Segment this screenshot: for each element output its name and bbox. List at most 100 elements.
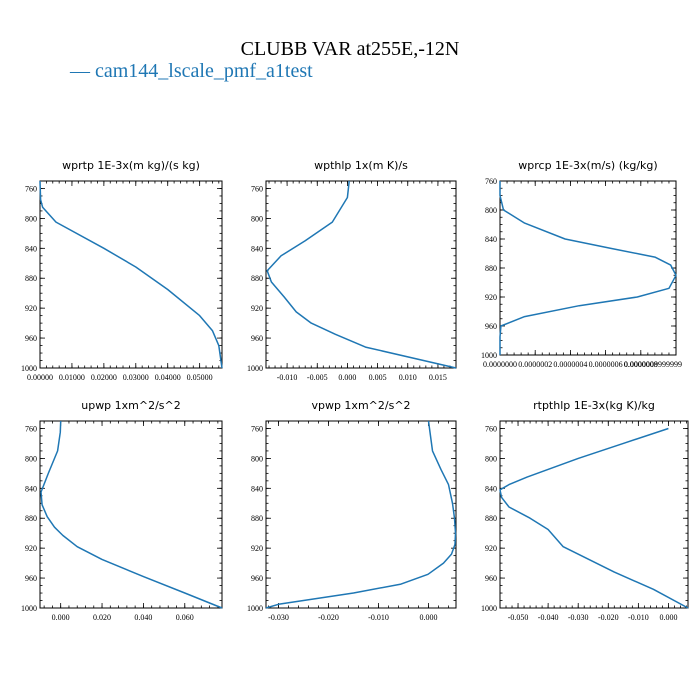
x-tick-label: -0.010 (277, 373, 298, 382)
figure-title: CLUBB VAR at255E,-12N (241, 38, 460, 60)
subplot-2: wpthlp 1x(m K)/s 760 800 840 880 920 960 1000 -0… (247, 159, 457, 382)
y-tick-label: 760 (485, 424, 497, 433)
y-tick-label: 760 (251, 424, 263, 433)
y-tick-label: 880 (485, 264, 497, 273)
x-tick-label: 0.0000006 (589, 360, 623, 369)
subplots-grid: wprtp 1E-3x(m kg)/(s kg) 760 800 840 880 920 9… (21, 159, 689, 622)
y-tick-label: 840 (251, 484, 263, 493)
y-tick-label: 960 (485, 574, 497, 583)
x-tick-label: 0.01000 (59, 373, 85, 382)
series-line (499, 427, 689, 609)
x-tick-label: 0.020 (93, 613, 111, 622)
y-tick-label: 920 (485, 293, 497, 302)
y-tick-label: 760 (251, 184, 263, 193)
y-tick-label: 960 (251, 574, 263, 583)
plot-frame (499, 420, 689, 609)
subplot-title: wpthlp 1x(m K)/s (314, 159, 408, 172)
y-tick-label: 760 (25, 424, 37, 433)
y-tick-label: 840 (485, 235, 497, 244)
y-tick-label: 800 (251, 454, 263, 463)
x-tick-label: -0.005 (307, 373, 328, 382)
y-tick-label: 960 (25, 574, 37, 583)
x-tick-label: 0.0000008 (624, 360, 658, 369)
subplot-6: rtpthlp 1E-3x(kg K)/kg 760 800 840 880 920 960… (481, 399, 689, 622)
y-tick-label: 880 (485, 514, 497, 523)
subplot-5: vpwp 1xm^2/s^2 760 800 840 880 920 960 1000 -0.0… (247, 399, 457, 622)
x-tick-label: 0.00000 (27, 373, 53, 382)
legend-entry: — cam144_lscale_pmf_a1test (69, 60, 313, 82)
y-tick-label: 800 (485, 454, 497, 463)
subplot-title: wprcp 1E-3x(m/s) (kg/kg) (518, 159, 657, 172)
x-tick-label: 0.000 (659, 613, 677, 622)
x-tick-label: -0.010 (628, 613, 649, 622)
plot-frame (265, 180, 457, 369)
subplot-title: wprtp 1E-3x(m kg)/(s kg) (62, 159, 200, 172)
subplot-1: wprtp 1E-3x(m kg)/(s kg) 760 800 840 880 920 9… (21, 159, 223, 382)
subplot-title: rtpthlp 1E-3x(kg K)/kg (533, 399, 655, 412)
y-tick-label: 880 (251, 274, 263, 283)
y-tick-label: 960 (25, 334, 37, 343)
y-tick-label: 1000 (21, 364, 37, 373)
y-tick-label: 880 (25, 274, 37, 283)
x-tick-label: -0.040 (538, 613, 559, 622)
y-tick-label: 920 (25, 544, 37, 553)
x-tick-label: 0.000 (420, 613, 438, 622)
x-tick-label: 0.040 (134, 613, 152, 622)
y-tick-label: 800 (251, 214, 263, 223)
y-tick-label: 880 (25, 514, 37, 523)
series-line (265, 420, 457, 609)
y-tick-label: 1000 (247, 604, 263, 613)
plot-frame (499, 180, 677, 356)
x-tick-label: -0.010 (368, 613, 389, 622)
y-tick-label: 800 (25, 454, 37, 463)
y-tick-label: 920 (251, 544, 263, 553)
y-tick-label: 920 (251, 304, 263, 313)
series-line (40, 420, 223, 609)
y-tick-label: 800 (485, 206, 497, 215)
x-tick-label: 0.05000 (187, 373, 213, 382)
x-tick-label: 0.015 (429, 373, 447, 382)
series-line (499, 181, 677, 355)
subplot-title: vpwp 1xm^2/s^2 (311, 399, 410, 412)
subplot-4: upwp 1xm^2/s^2 760 800 840 880 920 960 1000 0.00… (21, 399, 223, 622)
x-tick-label: 0.0000000 (483, 360, 517, 369)
plot-frame (39, 420, 223, 609)
y-tick-label: 880 (251, 514, 263, 523)
y-tick-label: 1000 (481, 604, 497, 613)
y-tick-label: 1000 (21, 604, 37, 613)
y-tick-label: 840 (485, 484, 497, 493)
x-tick-label: -0.050 (508, 613, 529, 622)
x-tick-label: 0.0000002 (518, 360, 552, 369)
y-tick-label: 800 (25, 214, 37, 223)
x-tick-label: 0.005 (369, 373, 387, 382)
x-tick-label: -0.020 (318, 613, 339, 622)
plot-frame (265, 420, 457, 609)
x-tick-label: -0.030 (268, 613, 289, 622)
y-tick-label: 760 (485, 177, 497, 186)
series-line (266, 180, 457, 369)
y-tick-label: 760 (25, 184, 37, 193)
y-tick-label: 960 (251, 334, 263, 343)
x-tick-label: 0.04000 (155, 373, 181, 382)
x-tick-label: 0.060 (176, 613, 194, 622)
x-tick-label: -0.020 (598, 613, 619, 622)
x-tick-label: 0.03000 (123, 373, 149, 382)
series-line (39, 180, 223, 369)
y-tick-label: 840 (25, 484, 37, 493)
subplot-3: wprcp 1E-3x(m/s) (kg/kg) 760 800 840 880 920 9… (481, 159, 682, 369)
y-tick-label: 1000 (481, 351, 497, 360)
subplot-title: upwp 1xm^2/s^2 (81, 399, 181, 412)
x-tick-label: 0.0000009999999 (624, 360, 682, 369)
y-tick-label: 840 (251, 244, 263, 253)
x-tick-label: 0.000 (338, 373, 356, 382)
x-tick-label: 0.02000 (91, 373, 117, 382)
x-tick-label: 0.010 (399, 373, 417, 382)
y-tick-label: 920 (25, 304, 37, 313)
y-tick-label: 840 (25, 244, 37, 253)
x-tick-label: 0.0000004 (553, 360, 587, 369)
y-tick-label: 920 (485, 544, 497, 553)
plot-frame (39, 180, 223, 369)
x-tick-label: 0.000 (52, 613, 70, 622)
x-tick-label: -0.030 (568, 613, 589, 622)
